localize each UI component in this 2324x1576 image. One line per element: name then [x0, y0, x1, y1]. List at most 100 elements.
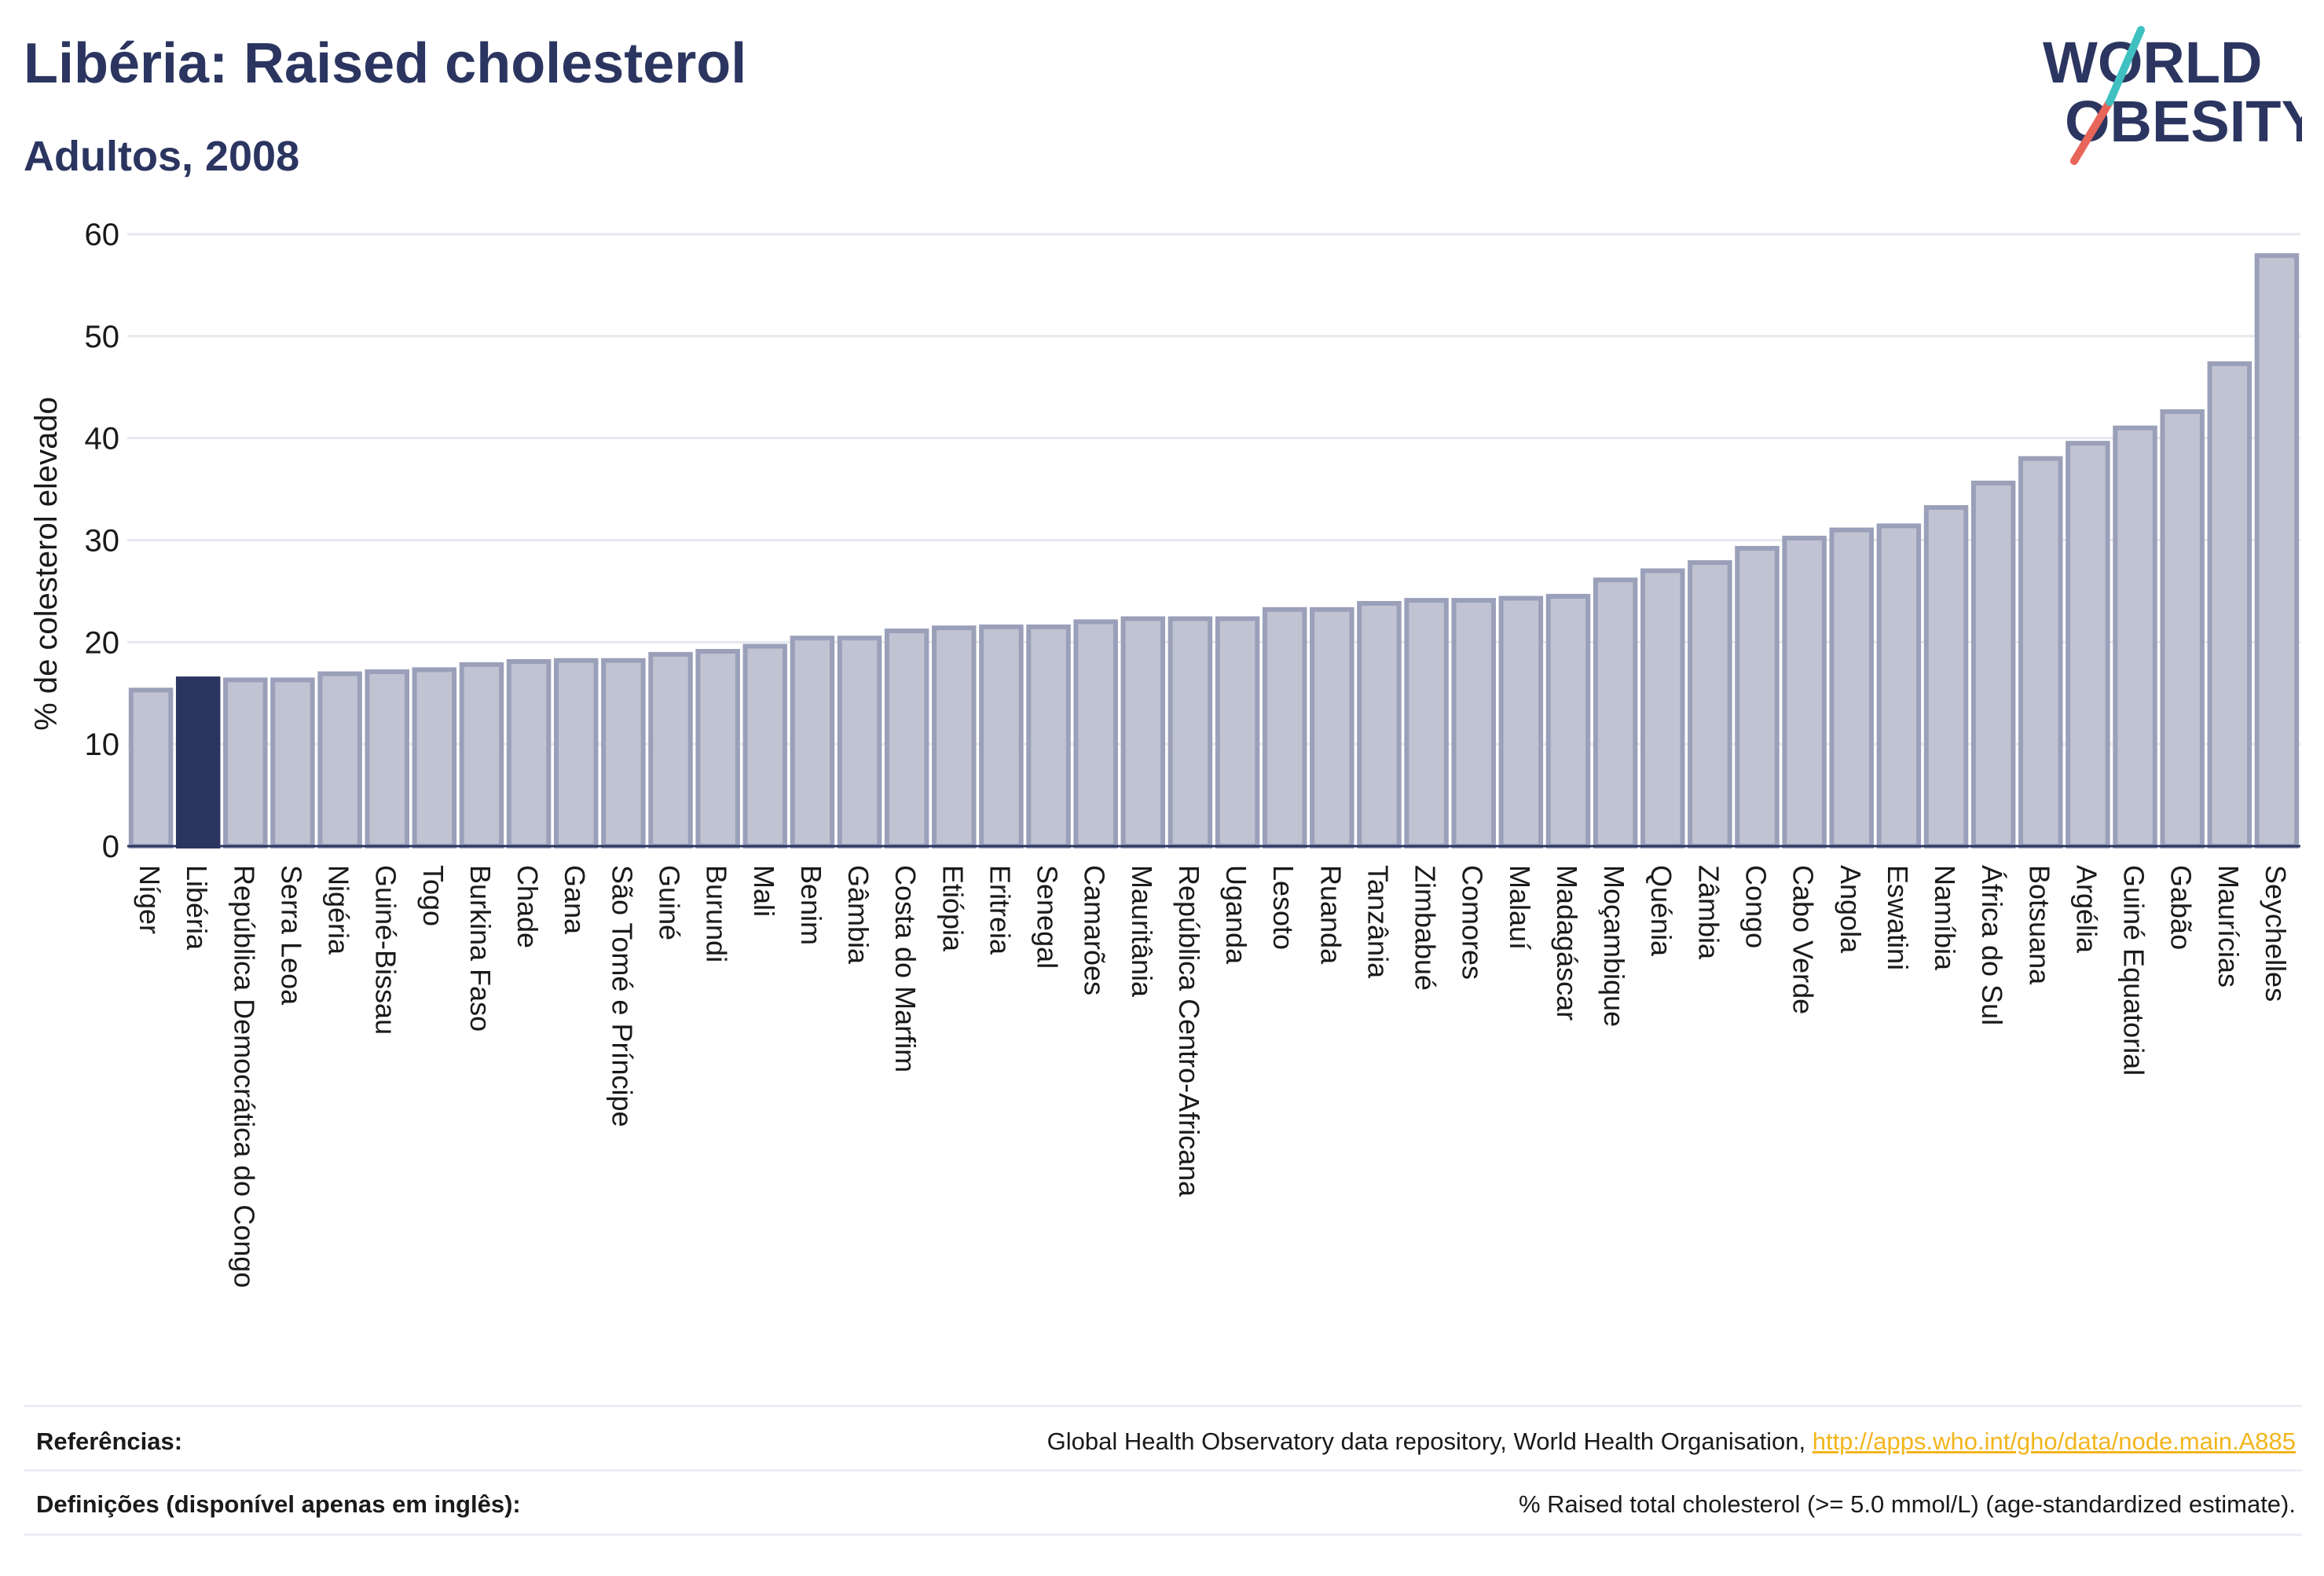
bars [128, 253, 2300, 849]
x-tick-label: Burundi [701, 865, 733, 962]
bar [365, 669, 409, 848]
footer-divider-middle [24, 1469, 2302, 1472]
x-tick-label: Namíbia [1929, 865, 1961, 971]
bar [1876, 523, 1922, 848]
bar [1167, 616, 1213, 848]
x-tick-label: Zâmbia [1692, 865, 1725, 960]
bar [1357, 600, 1402, 848]
bar [1498, 596, 1544, 848]
bar [979, 624, 1024, 848]
bar [742, 643, 788, 848]
references-text: Global Health Observatory data repositor… [1047, 1428, 1813, 1455]
chart-title: Libéria: Raised cholesterol [24, 32, 747, 95]
footer-divider-bottom [24, 1534, 2302, 1536]
x-tick-label: Burkina Faso [464, 865, 497, 1032]
y-tick-label: 60 [85, 218, 120, 252]
y-tick-label: 0 [102, 830, 119, 864]
x-tick-label: Gana [559, 865, 591, 935]
x-tick-label: Camarões [1079, 865, 1111, 995]
bar [1782, 535, 1827, 848]
y-axis-label: % de colesterol elevado [29, 397, 64, 731]
x-tick-label: Serra Leoa [275, 865, 307, 1006]
bar [1026, 624, 1071, 848]
x-tick-label: Angola [1835, 865, 1867, 954]
bar [2160, 409, 2205, 848]
x-tick-label: Nigéria [323, 865, 355, 955]
x-tick-label: Senegal [1032, 865, 1064, 969]
x-tick-label: Togo [417, 865, 449, 926]
bar [1404, 598, 1449, 849]
x-tick-label: Maurícias [2212, 865, 2245, 988]
bar [1688, 560, 1732, 849]
bar [1073, 619, 1118, 848]
x-tick-label: Gabão [2165, 865, 2198, 950]
x-tick-label: República Centro-Africana [1173, 865, 1205, 1197]
logo-slash-red [2070, 98, 2113, 165]
y-tick-label: 20 [85, 625, 120, 660]
bar [2066, 441, 2110, 848]
bar [1451, 598, 1496, 849]
references-link[interactable]: http://apps.who.int/gho/data/node.main.A… [1812, 1428, 2296, 1455]
logo-text-obesity: OBESITY [2065, 89, 2302, 154]
bar [2207, 361, 2253, 849]
x-tick-label: Uganda [1220, 865, 1252, 965]
y-tick-label: 40 [85, 422, 120, 456]
logo-slash-teal [2106, 26, 2145, 106]
definitions-value: % Raised total cholesterol (>= 5.0 mmol/… [1518, 1490, 2296, 1518]
x-tick-label: Congo [1740, 865, 1772, 948]
x-tick-label: Argélia [2070, 865, 2102, 954]
bar [506, 659, 552, 848]
x-tick-label: Níger [134, 865, 166, 934]
bar [1923, 504, 1969, 848]
world-obesity-logo: WORLD OBESITY [2043, 26, 2302, 165]
y-tick-label: 50 [85, 320, 120, 354]
x-tick-label: Chade [511, 865, 544, 948]
x-tick-label: Malauí [1504, 865, 1536, 950]
x-tick-label: Seychelles [2260, 865, 2292, 1002]
x-tick-label: Guiné [654, 865, 686, 940]
x-tick-label: Ruanda [1314, 865, 1347, 965]
chart-subtitle: Adultos, 2008 [24, 133, 300, 180]
x-tick-label: Botsuana [2023, 865, 2055, 985]
x-tick-label: Comores [1457, 865, 1489, 980]
x-tick-label: Costa do Marfim [889, 865, 922, 1072]
x-tick-label: Libéria [181, 865, 213, 951]
x-tick-label: Zimbabué [1409, 865, 1442, 991]
bar [128, 687, 174, 848]
x-tick-label: África do Sul [1976, 865, 2008, 1025]
bar-chart: 0 10 20 30 40 50 60 Níger Libéria República Demo… [29, 218, 2300, 1288]
bar [553, 658, 599, 848]
bar [1829, 527, 1875, 848]
references-label: Referências: [36, 1428, 183, 1455]
bar [459, 662, 504, 848]
x-tick-label: Benim [795, 865, 827, 945]
bar [932, 625, 977, 848]
y-tick-label: 30 [85, 524, 120, 559]
bar [270, 677, 315, 848]
references-row: Referências: Global Health Observatory d… [24, 1410, 2296, 1473]
x-tick-label: Quénia [1645, 865, 1677, 957]
bar [1735, 545, 1780, 848]
x-tick-label: Etiópia [937, 865, 969, 952]
y-tick-labels: 0 10 20 30 40 50 60 [85, 218, 120, 864]
bar [1970, 480, 2016, 848]
x-tick-label: Mali [748, 865, 780, 917]
bar [223, 677, 268, 848]
bar [695, 649, 740, 848]
bar [2254, 253, 2300, 848]
x-tick-label: Tanzânia [1362, 865, 1394, 979]
bar [648, 651, 693, 848]
x-tick-label: Madagáscar [1551, 865, 1583, 1021]
x-tick-label: Eritreia [984, 865, 1016, 955]
bar [884, 629, 929, 849]
references-value: Global Health Observatory data repositor… [1047, 1428, 2296, 1456]
x-tick-label: República Democrática do Congo [228, 865, 260, 1288]
bar [2113, 425, 2157, 848]
bar [1310, 607, 1354, 849]
bar [1640, 568, 1685, 848]
x-tick-label: São Tomé e Príncipe [606, 865, 638, 1127]
definitions-label: Definições (disponível apenas em inglês)… [36, 1490, 521, 1518]
x-tick-labels: Níger Libéria República Democrática do Con… [134, 865, 2292, 1288]
bar [837, 636, 882, 848]
bar [2018, 456, 2063, 849]
